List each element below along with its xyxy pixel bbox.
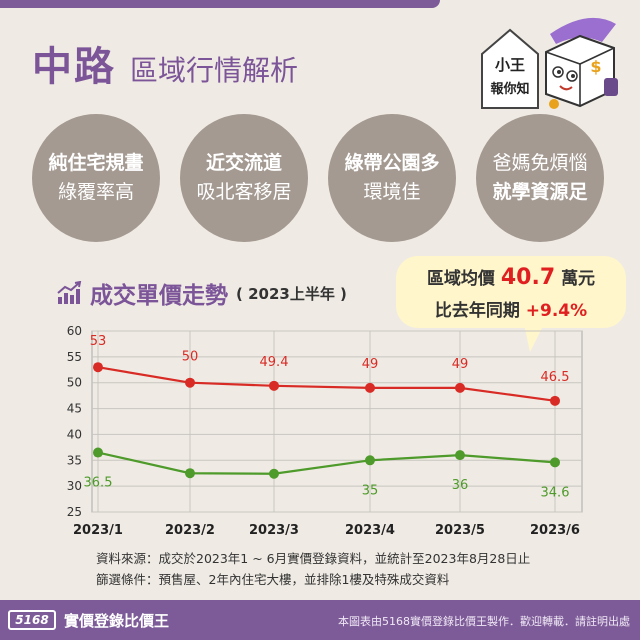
data-point — [269, 380, 279, 391]
series-line-2 — [97, 451, 556, 475]
data-label: 49 — [362, 357, 379, 372]
feature-circle-1: 純住宅規畫 綠覆率高 — [32, 114, 160, 242]
chart-header: 成交單價走勢 ( 2023上半年 ) — [56, 276, 347, 310]
feature-1-line2: 綠覆率高 — [57, 181, 134, 203]
data-label: 35 — [362, 483, 379, 498]
data-label: 34.6 — [541, 485, 570, 500]
footer-copyright-note: 本圖表由5168實價登錄比價王製作．歡迎轉載．請註明出處 — [338, 615, 630, 628]
callout-avg-value: 40.7 — [500, 265, 556, 290]
data-point — [185, 468, 195, 479]
title-district: 中路 — [32, 44, 116, 90]
footer-bar: 5168 實價登錄比價王 本圖表由5168實價登錄比價王製作．歡迎轉載．請註明出… — [0, 600, 640, 640]
y-tick-label: 60 — [67, 324, 82, 338]
y-tick-label: 40 — [67, 427, 82, 441]
y-tick-label: 30 — [67, 479, 82, 493]
svg-text:$: $ — [590, 57, 601, 76]
mascot-line2: 報你知 — [490, 81, 529, 97]
data-point — [93, 447, 103, 458]
callout-avg-label: 區域均價 — [426, 269, 495, 289]
filter-criteria-note: 篩選條件：預售屋、2年內住宅大樓，並排除1樓及特殊成交資料 — [96, 572, 450, 587]
data-label: 53 — [90, 334, 107, 349]
price-line-chart: 60 55 50 45 40 35 30 25 2023/1 2023/2 2023/3 2023/4… — [67, 324, 583, 538]
data-label: 36 — [452, 478, 469, 493]
trend-chart-icon — [57, 281, 82, 304]
data-point — [365, 455, 375, 466]
chart-title: 成交單價走勢 — [90, 283, 228, 309]
y-tick-label: 25 — [67, 505, 82, 519]
callout-yoy-label: 比去年同期 — [434, 301, 520, 321]
y-tick-label: 50 — [67, 376, 82, 390]
data-point — [455, 382, 465, 393]
data-point — [93, 362, 103, 373]
data-point — [550, 457, 560, 468]
feature-circle-3: 綠帶公園多 環境佳 — [328, 114, 456, 242]
callout-yoy-value: +9.4% — [525, 301, 588, 321]
feature-3-line1: 綠帶公園多 — [344, 152, 440, 174]
callout-line-1: 區域均價 40.7 萬元 — [396, 264, 626, 290]
feature-3-line2: 環境佳 — [363, 181, 421, 203]
data-source-note: 資料來源：成交於2023年1 ~ 6月實價登錄資料，並統計至2023年8月28日… — [96, 551, 531, 566]
data-point — [455, 450, 465, 461]
data-point — [550, 395, 560, 406]
page-title: 中路 區域行情解析 — [32, 34, 298, 92]
data-point — [185, 377, 195, 388]
x-tick-label: 2023/5 — [435, 523, 485, 538]
x-tick-label: 2023/3 — [249, 523, 299, 538]
feature-4-line2: 就學資源足 — [492, 181, 588, 203]
callout-avg-unit: 萬元 — [561, 269, 596, 289]
data-point — [365, 382, 375, 393]
feature-1-line1: 純住宅規畫 — [48, 152, 144, 174]
top-accent-strip — [0, 0, 440, 8]
x-tick-label: 2023/2 — [165, 523, 215, 538]
y-tick-label: 35 — [67, 453, 82, 467]
feature-2-line1: 近交流道 — [205, 152, 282, 174]
data-label: 46.5 — [541, 370, 570, 385]
feature-circle-2: 近交流道 吸北客移居 — [180, 114, 308, 242]
data-label: 49 — [452, 357, 469, 372]
data-label: 36.5 — [84, 476, 113, 491]
footer-brand: 實價登錄比價王 — [64, 612, 170, 630]
plot-frame — [91, 330, 583, 513]
title-subtitle: 區域行情解析 — [130, 54, 299, 87]
cube-character-icon: $ — [545, 34, 618, 109]
feature-circle-4: 爸媽免煩惱 就學資源足 — [476, 114, 604, 242]
x-tick-label: 2023/4 — [345, 523, 395, 538]
mascot-line1: 小王 — [495, 56, 525, 74]
data-point — [269, 468, 279, 479]
feature-2-line2: 吸北客移居 — [196, 181, 292, 203]
y-tick-label: 55 — [67, 350, 82, 364]
chart-period: ( 2023上半年 ) — [236, 284, 347, 303]
data-label: 50 — [182, 350, 199, 365]
x-tick-label: 2023/1 — [73, 523, 123, 538]
data-label: 49.4 — [260, 355, 289, 370]
callout-line-2: 比去年同期 +9.4% — [396, 296, 626, 321]
footer-logo: 5168 — [8, 610, 56, 630]
series-line-1 — [97, 366, 556, 402]
mascot-logo: 小王 報你知 $ — [481, 17, 618, 109]
cape-icon — [550, 17, 616, 44]
average-price-callout: 區域均價 40.7 萬元 比去年同期 +9.4% — [396, 256, 626, 328]
feature-4-line1: 爸媽免煩惱 — [492, 152, 588, 174]
x-tick-label: 2023/6 — [530, 523, 580, 538]
y-tick-label: 45 — [67, 402, 82, 416]
